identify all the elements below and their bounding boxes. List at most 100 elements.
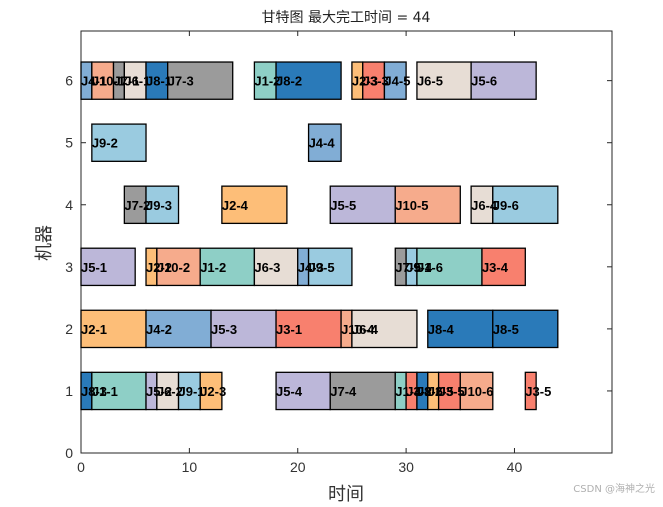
task-label: J10-2 <box>157 260 190 275</box>
task-bar <box>307 123 342 162</box>
y-axis-ticks: 0 1 2 3 4 5 6 <box>65 73 612 461</box>
task-label: J1-6 <box>417 260 443 275</box>
task-bar <box>80 309 147 349</box>
x-axis-title: 时间 <box>328 484 364 505</box>
task-label: J4-2 <box>146 322 172 337</box>
task-label: J7-5 <box>395 260 421 275</box>
task-label: J8-5 <box>493 322 519 337</box>
task-label: J3-5 <box>525 384 551 399</box>
task-label: J5-3 <box>211 322 237 337</box>
task-label: J4-1 <box>81 74 107 89</box>
task-bar <box>221 185 288 225</box>
task-label: J8-3 <box>81 384 107 399</box>
task-label: J2-1 <box>81 322 107 337</box>
task-label: J7-4 <box>330 384 357 399</box>
watermark: CSDN @海神之光 <box>573 484 655 495</box>
task-label: J1-1 <box>92 384 118 399</box>
task-bar <box>307 247 353 287</box>
y-tick-label: 3 <box>65 259 73 275</box>
task-bar <box>275 309 342 349</box>
task-label: J9-3 <box>146 198 172 213</box>
task-bar <box>524 371 537 411</box>
y-axis-title: 机器 <box>34 225 55 261</box>
task-label: J5-4 <box>276 384 303 399</box>
task-label: J3-2 <box>406 384 432 399</box>
task-bar <box>199 371 223 411</box>
task-label: J5-2 <box>146 384 172 399</box>
task-bar <box>470 61 537 100</box>
task-bar <box>275 61 342 100</box>
task-bar <box>416 61 472 100</box>
task-label: J6-3 <box>254 260 280 275</box>
task-label: J2-3 <box>352 74 378 89</box>
task-bar <box>80 247 136 287</box>
task-label: J10-6 <box>460 384 493 399</box>
task-label: J5-5 <box>330 198 356 213</box>
task-label: J2-5 <box>428 384 454 399</box>
task-bar <box>492 309 559 349</box>
task-bars <box>80 61 559 411</box>
task-label: J7-2 <box>124 198 150 213</box>
task-label: J8-6 <box>417 384 443 399</box>
task-label: J5-1 <box>81 260 107 275</box>
task-bar <box>145 309 212 349</box>
chart-title: 甘特图 最大完工时间 = 44 <box>262 10 431 26</box>
task-bar <box>275 371 331 411</box>
task-label: J4-5 <box>384 74 410 89</box>
task-bar <box>394 185 461 225</box>
task-label: J1-2 <box>200 260 226 275</box>
task-bar <box>210 309 277 349</box>
task-bar <box>167 61 234 100</box>
task-bar <box>427 309 494 349</box>
task-label: J9-1 <box>179 384 205 399</box>
task-bar <box>383 61 407 100</box>
task-label: J10-4 <box>341 322 375 337</box>
x-tick-label: 30 <box>398 459 414 475</box>
task-label: J3-5 <box>439 384 465 399</box>
y-tick-label: 6 <box>65 73 73 89</box>
task-bar <box>459 371 494 411</box>
y-tick-label: 4 <box>65 197 73 213</box>
task-label: J1-2 <box>254 74 280 89</box>
task-label: J6-4 <box>352 322 379 337</box>
task-bar <box>416 247 483 287</box>
task-label: J7-1 <box>114 74 140 89</box>
task-label: J9-5 <box>309 260 335 275</box>
task-label: J3-4 <box>482 260 509 275</box>
task-bar <box>199 247 256 287</box>
plot-frame <box>80 30 613 454</box>
task-label: J2-2 <box>146 260 172 275</box>
task-label: J9-6 <box>493 198 519 213</box>
task-label: J10-1 <box>92 74 125 89</box>
task-label: J6-4 <box>471 198 498 213</box>
task-label: J4-4 <box>309 136 336 151</box>
task-label: J2-3 <box>200 384 226 399</box>
x-tick-label: 20 <box>290 459 306 475</box>
task-label: J8-4 <box>428 322 455 337</box>
task-label: J3-3 <box>363 74 389 89</box>
task-label: J6-2 <box>157 384 183 399</box>
x-tick-label: 0 <box>77 459 85 475</box>
task-label: J6-1 <box>124 74 150 89</box>
x-tick-label: 40 <box>507 459 523 475</box>
task-bar <box>156 247 201 287</box>
task-bar <box>91 123 147 162</box>
y-tick-label: 1 <box>65 383 73 399</box>
x-axis-ticks: 0 10 20 30 40 <box>77 31 522 475</box>
task-label: J3-1 <box>276 322 302 337</box>
task-bar <box>481 247 526 287</box>
task-bar <box>329 185 396 225</box>
task-label: J9-4 <box>406 260 433 275</box>
task-label: J10-5 <box>395 198 428 213</box>
task-label: J1-4 <box>395 384 422 399</box>
task-label: J8-2 <box>276 74 302 89</box>
task-label: J2-4 <box>222 198 249 213</box>
x-tick-label: 10 <box>182 459 198 475</box>
task-label: J9-2 <box>92 136 118 151</box>
task-label: J5-6 <box>471 74 497 89</box>
task-label: J4-3 <box>298 260 324 275</box>
y-tick-label: 2 <box>65 321 73 337</box>
y-tick-label: 5 <box>65 135 73 151</box>
